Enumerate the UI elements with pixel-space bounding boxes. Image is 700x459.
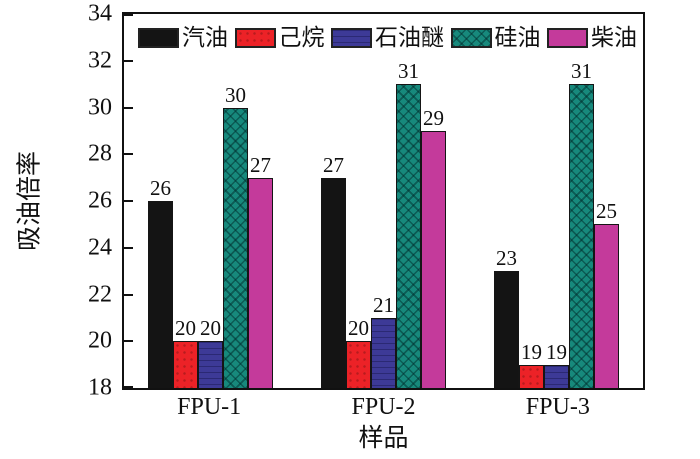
bar-value-label: 23 — [496, 246, 517, 271]
bar-value-label: 20 — [175, 316, 196, 341]
bar-value-label: 30 — [225, 82, 246, 107]
y-tick-label: 30 — [88, 94, 112, 121]
y-tick-mark — [124, 106, 133, 109]
bar-value-label: 19 — [521, 339, 542, 364]
bar-FPU-3-汽油: 23 — [494, 248, 519, 388]
bar-rect — [346, 341, 371, 388]
bar-group-FPU-3: 23 19 19 31 25 — [494, 61, 619, 388]
y-tick-label: 24 — [88, 234, 112, 261]
y-tick-mark — [124, 200, 133, 202]
legend-label: 汽油 — [182, 25, 228, 50]
legend-item-己烷: 己烷 — [234, 25, 325, 50]
bar-group-FPU-1: 26 20 20 30 27 — [148, 82, 273, 388]
legend-item-汽油: 汽油 — [138, 26, 228, 49]
bar-FPU-2-汽油: 27 — [321, 152, 346, 388]
y-tick-mark — [124, 340, 133, 343]
y-tick-label: 28 — [88, 140, 112, 167]
y-tick-label: 26 — [88, 187, 112, 214]
bar-FPU-1-己烷: 20 — [173, 318, 198, 388]
bar-rect — [519, 364, 544, 388]
x-category-label-FPU-2: FPU-2 — [351, 394, 416, 420]
bar-value-label: 19 — [546, 339, 567, 364]
bar-value-label: 21 — [373, 292, 394, 317]
y-tick-label: 20 — [88, 327, 112, 354]
y-axis-label: 吸油倍率 — [16, 150, 44, 252]
bar-FPU-1-硅油: 30 — [223, 82, 248, 388]
bar-rect — [569, 84, 594, 388]
legend-item-柴油: 柴油 — [547, 26, 637, 49]
y-tick-mark — [124, 153, 133, 156]
bar-rect — [371, 317, 396, 388]
bar-rect — [494, 271, 519, 388]
bar-rect — [421, 130, 446, 388]
legend-label: 石油醚 — [375, 25, 444, 50]
bar-value-label: 29 — [423, 105, 444, 130]
bar-FPU-3-己烷: 19 — [519, 339, 544, 388]
bar-value-label: 31 — [398, 59, 419, 84]
bar-value-label: 27 — [250, 152, 271, 177]
legend-label: 柴油 — [591, 25, 637, 50]
bar-rect — [544, 364, 569, 388]
legend: 汽油 己烷 石油醚 硅油 柴油 — [138, 26, 637, 49]
bar-FPU-2-石油醚: 21 — [371, 292, 396, 388]
bar-rect — [594, 224, 619, 388]
legend-label: 硅油 — [494, 25, 541, 50]
legend-item-石油醚: 石油醚 — [331, 26, 444, 49]
bar-FPU-1-石油醚: 20 — [198, 318, 223, 388]
bar-value-label: 27 — [323, 152, 344, 177]
bar-FPU-2-硅油: 31 — [396, 61, 421, 388]
bar-value-label: 26 — [150, 176, 171, 200]
bar-rect — [248, 177, 273, 388]
bar-value-label: 20 — [200, 316, 221, 341]
y-tick-mark — [124, 386, 133, 388]
bar-FPU-3-硅油: 31 — [569, 61, 594, 388]
bar-value-label: 31 — [571, 59, 592, 84]
bar-rect — [396, 84, 421, 388]
y-tick-mark — [124, 14, 133, 16]
bar-value-label: 25 — [596, 199, 617, 224]
bar-rect — [173, 341, 198, 388]
x-category-label-FPU-1: FPU-1 — [177, 394, 242, 420]
bar-FPU-2-柴油: 29 — [421, 105, 446, 388]
y-tick-label: 18 — [88, 374, 112, 401]
bar-rect — [148, 201, 173, 388]
bar-FPU-3-柴油: 25 — [594, 201, 619, 388]
legend-swatch-icon — [331, 27, 372, 48]
bar-FPU-1-汽油: 26 — [148, 178, 173, 388]
bar-FPU-3-石油醚: 19 — [544, 339, 569, 388]
x-category-labels: FPU-1 FPU-2 FPU-3 — [122, 394, 645, 420]
bar-FPU-2-己烷: 20 — [346, 318, 371, 388]
legend-swatch-icon — [450, 27, 492, 48]
y-tick-mark — [124, 246, 133, 249]
x-axis-label: 样品 — [358, 425, 409, 452]
y-tick-label: 34 — [88, 0, 112, 27]
legend-swatch-icon — [138, 27, 179, 48]
plot-area: 汽油 己烷 石油醚 硅油 柴油 18 20 22 24 26 28 30 32 34 26 20 20 30 2… — [88, 2, 645, 400]
bar-FPU-1-柴油: 27 — [248, 152, 273, 388]
bar-rect — [198, 341, 223, 388]
legend-swatch-icon — [234, 27, 276, 48]
bar-groups: 26 20 20 30 27 27 20 21 31 29 23 19 19 31 25 — [124, 14, 643, 388]
bar-group-FPU-2: 27 20 21 31 29 — [321, 61, 446, 388]
y-tick-label: 32 — [88, 47, 112, 74]
bar-rect — [321, 177, 346, 388]
bar-value-label: 20 — [348, 316, 369, 341]
x-category-label-FPU-3: FPU-3 — [525, 394, 590, 420]
y-tick-mark — [124, 59, 133, 62]
legend-swatch-icon — [547, 27, 588, 48]
bar-rect — [223, 107, 248, 388]
y-tick-label: 22 — [88, 281, 112, 308]
y-tick-mark — [124, 293, 133, 296]
legend-label: 己烷 — [278, 25, 325, 50]
legend-item-硅油: 硅油 — [450, 25, 541, 50]
